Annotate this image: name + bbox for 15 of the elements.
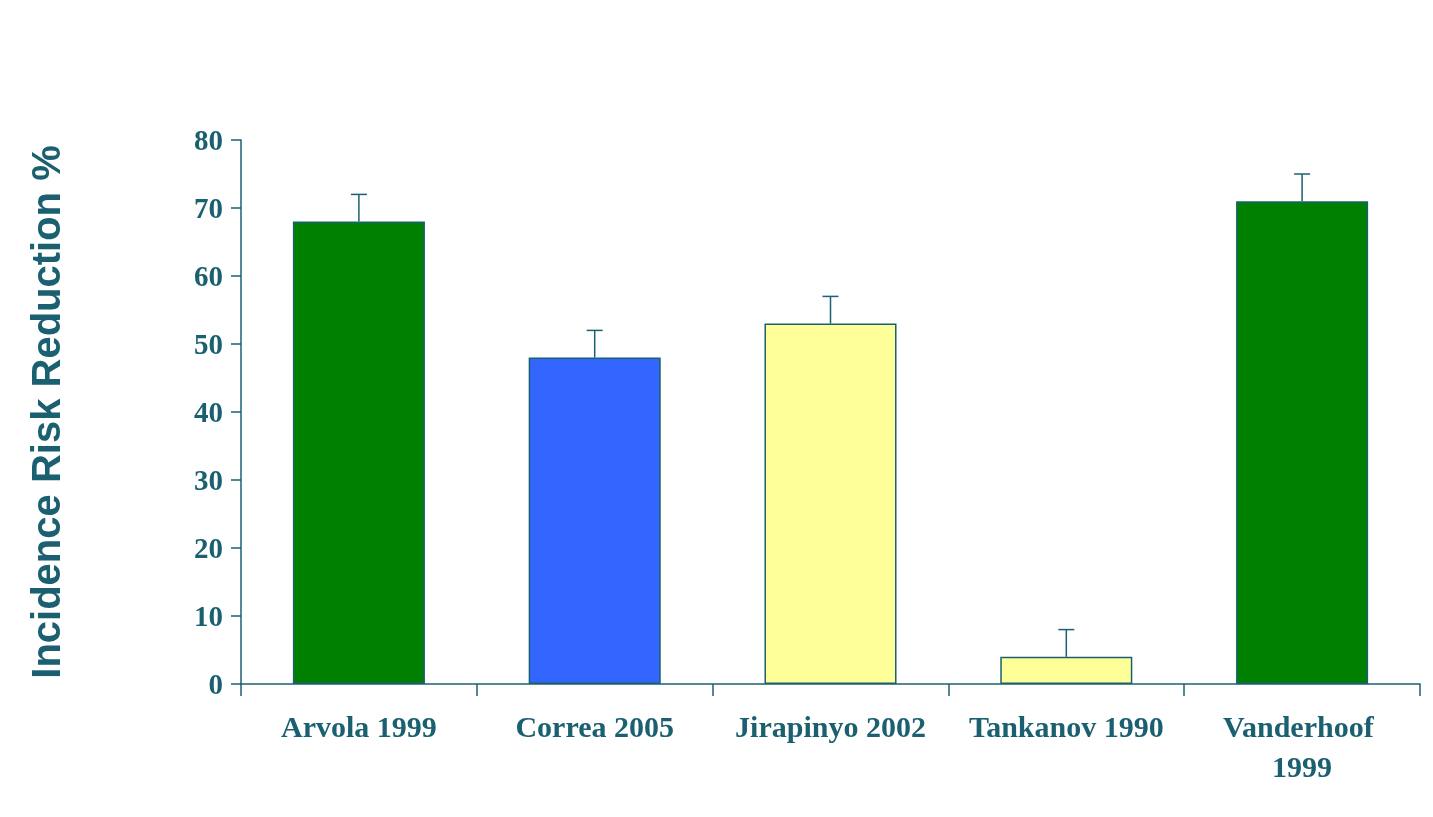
x-tick-label: Jirapinyo 2002 <box>735 709 926 743</box>
y-tick-label: 10 <box>194 600 223 632</box>
y-tick-label: 20 <box>194 532 223 564</box>
y-axis-title: Incidence Risk Reduction % <box>24 145 68 679</box>
y-tick-label: 40 <box>194 396 223 428</box>
x-tick-label: Vanderhoof 1999 <box>1223 709 1382 783</box>
y-tick-label: 50 <box>194 328 223 360</box>
y-tick-label: 70 <box>194 192 223 224</box>
y-tick-label: 30 <box>194 464 223 496</box>
y-tick-label: 0 <box>208 668 223 700</box>
y-tick-label: 60 <box>194 260 223 292</box>
x-tick-label: Tankanov 1990 <box>968 709 1164 743</box>
y-tick-label: 80 <box>194 124 223 156</box>
x-tick-label: Correa 2005 <box>515 709 674 743</box>
x-tick-label: Arvola 1999 <box>280 709 437 743</box>
